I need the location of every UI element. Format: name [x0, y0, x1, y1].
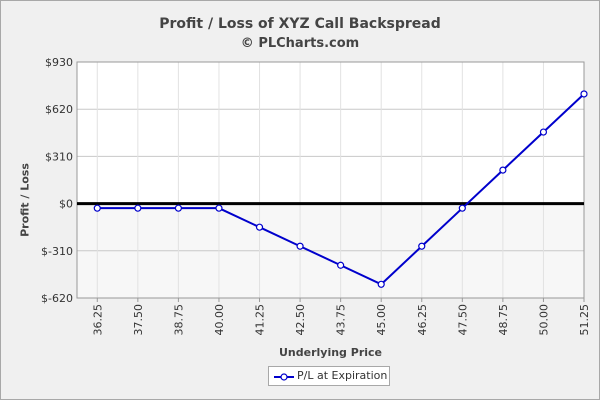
data-point	[337, 261, 345, 269]
chart-subtitle: © PLCharts.com	[240, 36, 360, 51]
x-tick-label: 40.00	[213, 304, 226, 336]
data-point	[377, 280, 385, 288]
chart-title: Profit / Loss of XYZ Call Backspread	[159, 16, 441, 32]
data-point	[93, 204, 101, 212]
x-tick-label: 48.75	[497, 304, 510, 336]
x-tick-label: 51.25	[578, 304, 591, 336]
x-axis-label: Underlying Price	[278, 346, 382, 359]
x-tick-label: 38.75	[172, 304, 185, 336]
y-tick-label: $620	[45, 103, 73, 116]
x-tick-label: 50.00	[537, 304, 550, 336]
data-point	[134, 204, 142, 212]
legend-swatch	[274, 373, 294, 381]
plot-area-upper	[77, 62, 584, 204]
legend: P/L at Expiration	[268, 366, 390, 386]
plot-border	[76, 61, 585, 299]
x-tick-label: 41.25	[254, 304, 267, 336]
data-point	[499, 166, 507, 174]
data-point	[418, 242, 426, 250]
x-tick-label: 43.75	[335, 304, 348, 336]
data-point	[458, 204, 466, 212]
data-point	[174, 204, 182, 212]
x-tick-label: 42.50	[294, 304, 307, 336]
data-point	[539, 128, 548, 136]
data-point	[255, 223, 264, 231]
y-tick-label: $0	[59, 198, 73, 211]
y-tick-label: $-620	[41, 292, 73, 305]
x-tick-label: 45.00	[375, 304, 388, 336]
x-tick-label: 36.25	[91, 304, 104, 336]
x-tick-label: 37.50	[132, 304, 145, 336]
y-tick-label: $310	[45, 150, 73, 163]
data-point	[580, 90, 588, 98]
x-tick-label: 46.25	[416, 304, 429, 336]
legend-label: P/L at Expiration	[297, 369, 388, 382]
y-tick-label: $-310	[41, 245, 73, 258]
data-point	[296, 242, 304, 250]
data-point	[215, 204, 223, 212]
x-tick-label: 47.50	[456, 304, 469, 336]
y-tick-label: $930	[45, 56, 73, 69]
